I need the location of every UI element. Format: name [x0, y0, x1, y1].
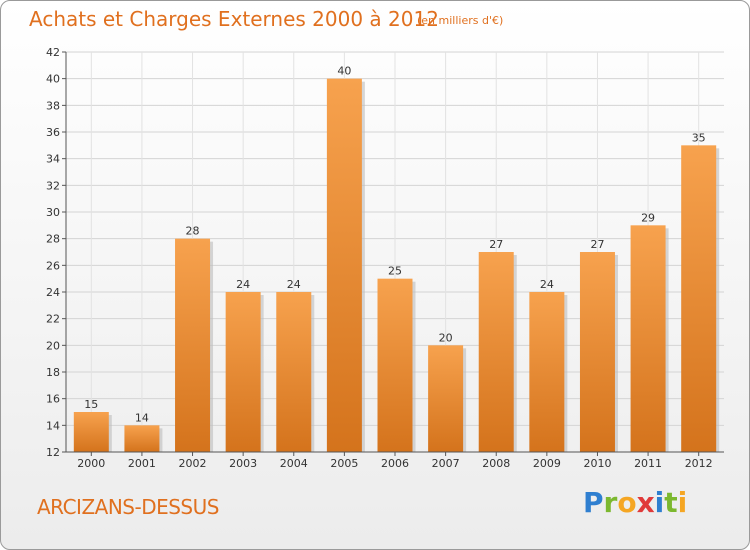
- x-tick-label: 2009: [533, 457, 561, 470]
- y-tick-label: 30: [46, 206, 60, 219]
- bar: [478, 252, 514, 452]
- logo-letter: P: [583, 486, 604, 519]
- x-tick-label: 2000: [77, 457, 105, 470]
- bar: [175, 238, 211, 452]
- x-tick-label: 2006: [381, 457, 409, 470]
- proxiti-logo: Proxiti: [583, 486, 687, 519]
- logo-letter: i: [654, 486, 665, 519]
- x-tick-label: 2003: [229, 457, 257, 470]
- x-tick-label: 2005: [330, 457, 358, 470]
- data-label: 35: [692, 131, 706, 144]
- y-tick-label: 24: [46, 286, 60, 299]
- y-tick-label: 42: [46, 46, 60, 59]
- chart-subtitle: (en milliers d'€): [417, 14, 504, 27]
- y-tick-label: 28: [46, 233, 60, 246]
- bar: [276, 292, 312, 452]
- y-tick-label: 34: [46, 153, 60, 166]
- bar: [73, 412, 109, 452]
- logo-letter: o: [617, 486, 637, 519]
- y-tick-label: 12: [46, 446, 60, 459]
- x-tick-label: 2004: [280, 457, 308, 470]
- data-label: 24: [540, 278, 554, 291]
- data-labels: 15 14 28 24 24 40 25 20 27 24 27 29 35: [84, 65, 705, 425]
- y-tick-label: 14: [46, 419, 60, 432]
- data-label: 20: [439, 331, 453, 344]
- data-label: 28: [186, 225, 200, 238]
- axes: 12 14 16 18 20 22 24 26 28 30 32 34 36 38 40 42 2000 2001…: [46, 46, 724, 470]
- logo-letter: x: [636, 486, 655, 519]
- y-tick-label: 40: [46, 73, 60, 86]
- data-label: 15: [84, 398, 98, 411]
- bar: [630, 225, 666, 452]
- bar: [579, 252, 615, 452]
- y-tick-label: 16: [46, 393, 60, 406]
- bar: [681, 145, 717, 453]
- y-tick-label: 22: [46, 313, 60, 326]
- y-tick-label: 18: [46, 366, 60, 379]
- logo-letter: t: [664, 486, 678, 519]
- data-label: 24: [287, 278, 301, 291]
- bars: [73, 78, 720, 453]
- bar: [529, 292, 565, 452]
- bar: [124, 425, 160, 452]
- data-label: 24: [236, 278, 250, 291]
- logo-letter: i: [677, 486, 688, 519]
- chart-title: Achats et Charges Externes 2000 à 2012: [29, 7, 439, 31]
- data-label: 27: [590, 238, 604, 251]
- x-tick-label: 2011: [634, 457, 662, 470]
- data-label: 25: [388, 265, 402, 278]
- logo-letter: r: [603, 486, 618, 519]
- y-tick-label: 38: [46, 99, 60, 112]
- y-tick-label: 26: [46, 259, 60, 272]
- x-tick-label: 2001: [128, 457, 156, 470]
- y-tick-label: 20: [46, 339, 60, 352]
- y-tick-label: 36: [46, 126, 60, 139]
- bar: [428, 345, 464, 452]
- x-tick-label: 2002: [179, 457, 207, 470]
- bar: [326, 78, 362, 453]
- bar: [377, 278, 413, 452]
- x-tick-label: 2012: [685, 457, 713, 470]
- data-label: 14: [135, 411, 149, 424]
- data-label: 27: [489, 238, 503, 251]
- y-tick-label: 32: [46, 179, 60, 192]
- x-tick-label: 2008: [482, 457, 510, 470]
- bar: [225, 292, 261, 452]
- x-tick-label: 2010: [583, 457, 611, 470]
- x-tick-label: 2007: [432, 457, 460, 470]
- data-label: 40: [337, 65, 351, 78]
- commune-name: ARCIZANS-DESSUS: [37, 495, 219, 519]
- data-label: 29: [641, 211, 655, 224]
